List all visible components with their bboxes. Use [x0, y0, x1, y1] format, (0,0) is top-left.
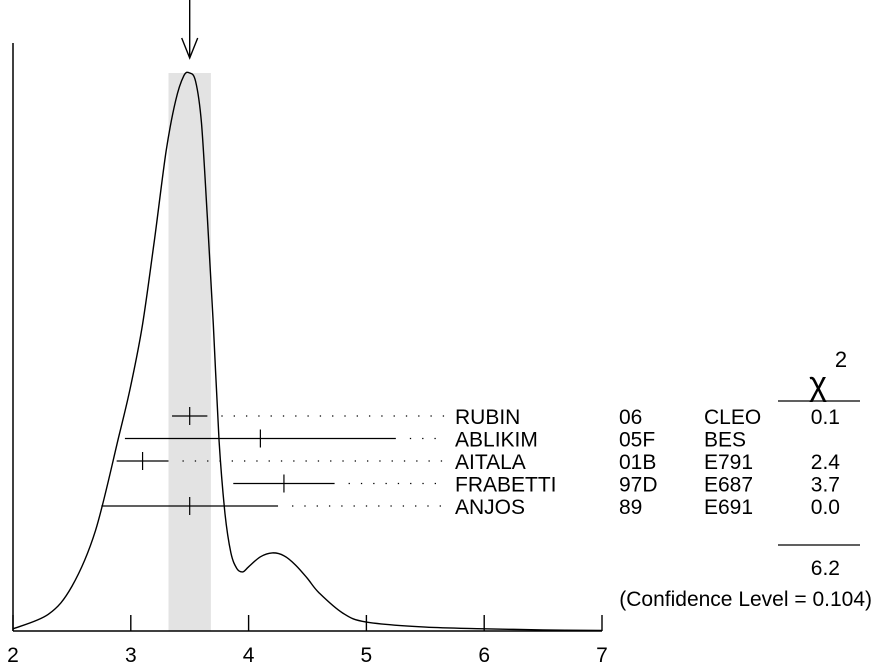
measurement-experiment: E791 — [704, 451, 753, 474]
measurement-chi2: 2.4 — [811, 451, 841, 474]
measurement-author: ABLIKIM — [455, 429, 538, 452]
measurement-year: 97D — [619, 474, 658, 497]
x-tick-label: 2 — [7, 644, 19, 665]
measurement-year: 05F — [619, 429, 655, 452]
measurement-year: 01B — [619, 451, 656, 474]
measurement-experiment: E687 — [704, 474, 753, 497]
average-error-band — [168, 73, 211, 631]
ideogram-curve — [12, 71, 603, 632]
measurement-year: 06 — [619, 406, 642, 429]
x-tick-label: 4 — [243, 644, 255, 665]
chi2-header-exponent: 2 — [835, 347, 847, 372]
measurement-chi2: 0.1 — [811, 406, 840, 429]
average-arrow-icon — [181, 0, 199, 60]
measurement-chi2: 3.7 — [811, 474, 840, 497]
chi2-total: 6.2 — [811, 557, 840, 580]
measurement-author: ANJOS — [455, 496, 525, 519]
measurement-chi2: 0.0 — [811, 496, 840, 519]
measurement-rows: RUBIN 06 CLEO 0.1 ABLIKIM 05F BES AITALA 01B E791… — [101, 406, 840, 519]
measurement-row: ABLIKIM 05F BES — [124, 429, 746, 452]
x-tick-label: 5 — [361, 644, 373, 665]
measurement-experiment: CLEO — [704, 406, 761, 429]
measurement-year: 89 — [619, 496, 642, 519]
measurement-experiment: E691 — [704, 496, 753, 519]
x-axis-ticks: 2 3 4 5 6 7 — [7, 615, 608, 665]
measurement-row: ANJOS 89 E691 0.0 — [101, 496, 840, 519]
measurement-author: AITALA — [455, 451, 526, 474]
measurement-author: RUBIN — [455, 406, 520, 429]
x-tick-label: 3 — [125, 644, 137, 665]
measurement-experiment: BES — [704, 429, 746, 452]
x-tick-label: 6 — [478, 644, 490, 665]
measurement-row: FRABETTI 97D E687 3.7 — [233, 474, 840, 497]
measurement-row: RUBIN 06 CLEO 0.1 — [172, 406, 840, 429]
measurement-row: AITALA 01B E791 2.4 — [116, 451, 841, 474]
x-tick-label: 7 — [596, 644, 608, 665]
chi2-header: χ — [809, 365, 827, 403]
confidence-level: (Confidence Level = 0.104) — [619, 588, 872, 611]
measurement-author: FRABETTI — [455, 474, 557, 497]
